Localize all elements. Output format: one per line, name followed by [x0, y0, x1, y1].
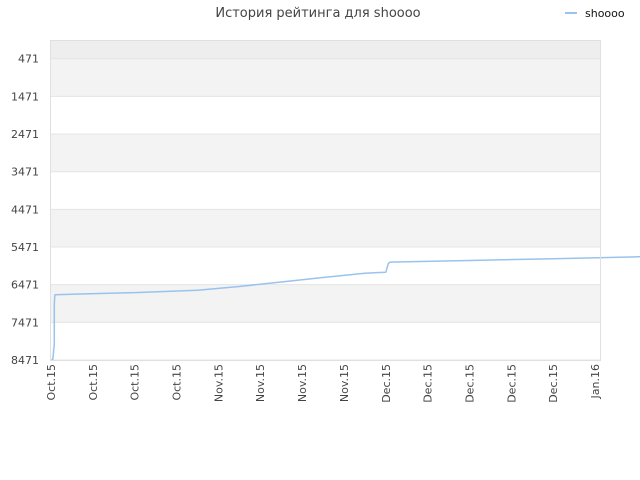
- plot-bands: [51, 41, 600, 360]
- plot-frame: [50, 40, 601, 361]
- series-line: [51, 255, 640, 361]
- y-tick-label: 4471: [11, 203, 39, 216]
- x-tick-label: Nov.15: [296, 364, 309, 402]
- y-axis-ticks: 471 1471 2471 3471 4471 5471 6471 7471 8471: [11, 53, 39, 367]
- x-axis-ticks: Oct.15 Oct.15 Oct.15 Oct.15 Nov.15 Nov.15 Nov.…: [45, 364, 602, 403]
- x-tick-label: Nov.15: [254, 364, 267, 402]
- y-tick-label: 8471: [11, 354, 39, 367]
- x-tick-label: Oct.15: [129, 364, 142, 401]
- chart-title: История рейтинга для shoooo: [215, 6, 420, 21]
- plot-band: [51, 41, 600, 59]
- plot-band: [51, 134, 600, 172]
- x-tick-label: Dec.15: [380, 364, 393, 403]
- y-tick-label: 3471: [11, 166, 39, 179]
- plot-band: [51, 284, 600, 323]
- x-tick-label: Jan.16: [589, 364, 602, 399]
- y-tick-label: 2471: [11, 128, 39, 141]
- x-tick-label: Dec.15: [505, 364, 518, 403]
- plot-band: [51, 171, 600, 210]
- x-tick-label: Dec.15: [463, 364, 476, 403]
- chart-legend: shoooo: [565, 7, 625, 20]
- x-tick-label: Oct.15: [87, 364, 100, 401]
- x-tick-label: Oct.15: [171, 364, 184, 401]
- x-tick-label: Oct.15: [45, 364, 58, 401]
- x-tick-label: Dec.15: [422, 364, 435, 403]
- y-tick-label: 6471: [11, 279, 39, 292]
- y-tick-label: 471: [18, 53, 39, 66]
- plot-band: [51, 209, 600, 248]
- x-tick-label: Nov.15: [212, 364, 225, 402]
- plot-band: [51, 96, 600, 135]
- x-tick-label: Dec.15: [547, 364, 560, 403]
- y-tick-label: 1471: [11, 90, 39, 103]
- y-tick-label: 5471: [11, 241, 39, 254]
- y-tick-label: 7471: [11, 316, 39, 329]
- plot-band: [51, 247, 600, 285]
- x-tick-label: Nov.15: [338, 364, 351, 402]
- plot-band: [51, 58, 600, 97]
- plot-series: [51, 255, 640, 361]
- plot-band: [51, 322, 600, 360]
- legend-label: shoooo: [585, 7, 625, 20]
